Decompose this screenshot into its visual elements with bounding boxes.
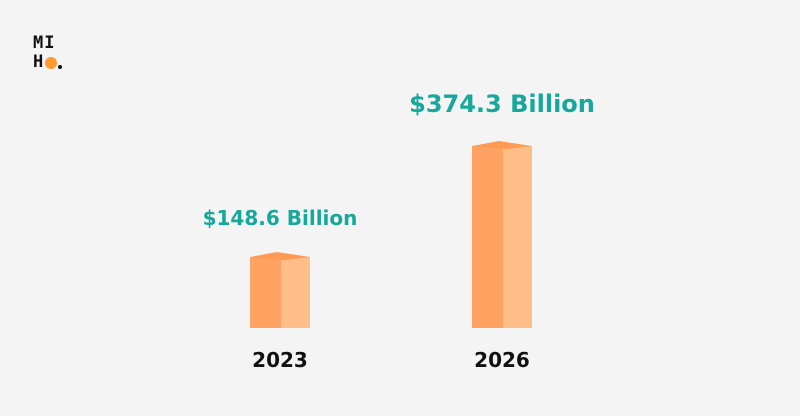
bar-front-face xyxy=(250,256,281,328)
logo-text-bottom: H xyxy=(33,52,45,72)
bar-side-face xyxy=(503,146,532,328)
category-label: 2026 xyxy=(474,348,530,372)
logo-orange-dot-icon xyxy=(45,56,58,69)
logo-line-2: H xyxy=(33,53,81,72)
logo-period-icon xyxy=(58,65,63,69)
bar-value-label: $148.6 Billion xyxy=(203,206,358,230)
bar-value-label: $374.3 Billion xyxy=(409,90,595,118)
brand-logo: MI H xyxy=(33,34,81,74)
bar-top-face xyxy=(472,141,532,149)
data-labels-group: $148.6 Billion $374.3 Billion xyxy=(203,90,595,230)
logo-text-top: MI xyxy=(33,33,56,53)
category-labels-group: 2023 2026 xyxy=(252,348,530,372)
category-label: 2023 xyxy=(252,348,308,372)
bar-side-face xyxy=(281,256,310,328)
logo-line-1: MI xyxy=(33,34,81,53)
bar-top-face xyxy=(250,251,310,260)
bar-front-face xyxy=(472,146,503,328)
bars-group xyxy=(250,141,532,328)
